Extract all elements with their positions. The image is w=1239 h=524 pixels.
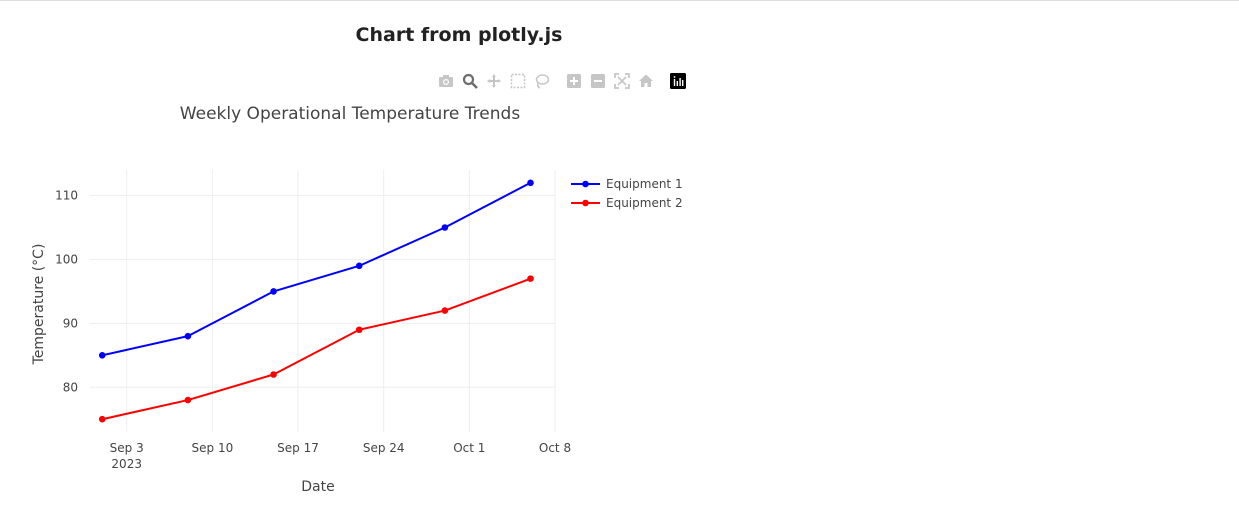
autoscale-icon	[614, 73, 630, 89]
page-heading: Chart from plotly.js	[355, 24, 563, 46]
x-tick-label: Oct 1	[453, 441, 485, 455]
data-point	[270, 288, 277, 295]
legend-swatch-marker	[582, 199, 589, 207]
legend[interactable]: Equipment 1 Equipment 2	[571, 177, 683, 210]
legend-label: Equipment 1	[606, 177, 683, 191]
reset-axes-button[interactable]	[636, 72, 656, 90]
chart-title: Weekly Operational Temperature Trends	[180, 104, 521, 124]
lasso-icon	[535, 74, 550, 89]
x-tick-label: Sep 24	[363, 441, 405, 455]
pan-button[interactable]	[484, 72, 504, 90]
data-point	[184, 396, 192, 404]
x-tick-sublabel: 2023	[111, 457, 142, 471]
data-point	[441, 307, 449, 314]
y-tick-label: 80	[63, 380, 78, 394]
box-select-button[interactable]	[508, 72, 528, 90]
plotly-modebar	[436, 72, 692, 90]
data-point	[270, 371, 277, 378]
series-lines	[98, 179, 534, 423]
legend-swatch-marker	[582, 180, 589, 188]
top-divider	[0, 0, 1239, 1]
camera-icon	[439, 75, 453, 87]
data-point	[355, 326, 363, 334]
data-point	[98, 352, 106, 359]
zoom-icon	[462, 73, 478, 89]
pan-icon	[487, 74, 501, 88]
data-point	[98, 415, 106, 423]
data-point	[527, 179, 534, 187]
series-line-1	[102, 181, 531, 357]
gridlines	[90, 170, 556, 432]
zoom-out-icon	[591, 74, 605, 88]
y-axis-title: Temperature (°C)	[31, 244, 47, 366]
legend-item-1[interactable]: Equipment 1	[571, 177, 683, 191]
box-select-icon	[510, 73, 526, 89]
axis-ticks: Sep 3 2023 Sep 10 Sep 17 Sep 24 Oct 1 Oct 8 80 9…	[55, 189, 571, 471]
plotly-logo-icon	[670, 73, 686, 89]
zoom-button[interactable]	[460, 72, 480, 90]
data-point	[184, 332, 192, 340]
y-tick-label: 110	[55, 189, 78, 203]
data-point	[527, 275, 534, 282]
x-tick-label: Sep 3	[110, 441, 144, 455]
legend-item-2[interactable]: Equipment 2	[571, 196, 683, 210]
zoom-in-icon	[567, 74, 581, 88]
x-axis-title: Date	[301, 479, 334, 495]
lasso-select-button[interactable]	[532, 72, 552, 90]
x-tick-label: Sep 17	[277, 441, 319, 455]
zoom-in-button[interactable]	[564, 72, 584, 90]
series-line-2	[102, 277, 531, 421]
plotly-logo-button[interactable]	[668, 72, 688, 90]
y-tick-label: 100	[55, 252, 78, 266]
x-tick-label: Oct 8	[539, 441, 571, 455]
data-point	[441, 224, 449, 231]
zoom-out-button[interactable]	[588, 72, 608, 90]
data-point	[355, 262, 363, 270]
download-plot-button[interactable]	[436, 72, 456, 90]
x-tick-label: Sep 10	[192, 441, 234, 455]
autoscale-button[interactable]	[612, 72, 632, 90]
home-icon	[639, 74, 653, 87]
legend-label: Equipment 2	[606, 196, 683, 210]
y-tick-label: 90	[63, 316, 78, 330]
